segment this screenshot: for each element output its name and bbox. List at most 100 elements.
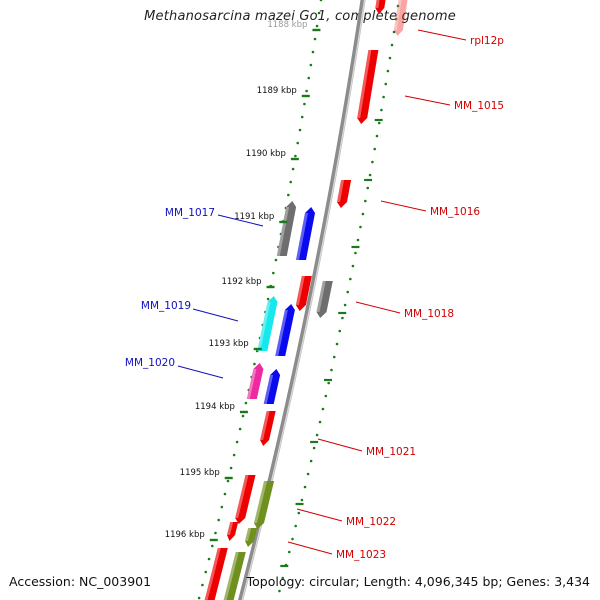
tick-dot xyxy=(373,147,377,151)
tick-dot xyxy=(377,121,381,125)
tick-dot-tracks xyxy=(197,0,400,600)
tick-dot xyxy=(294,524,297,528)
tick-dot xyxy=(201,583,204,587)
tick-label: 1196 kbp xyxy=(165,530,205,540)
gene-arrow-mm1020 xyxy=(246,363,264,399)
tick-dot xyxy=(305,89,308,93)
tick-dot xyxy=(309,63,313,67)
tick-dot xyxy=(394,17,398,21)
label-leader-line xyxy=(355,301,401,314)
tick-dot xyxy=(307,76,311,80)
tick-dot xyxy=(223,492,227,496)
gene-arrow-bottom-b xyxy=(223,552,246,600)
tick-dot xyxy=(274,258,278,262)
tick-label: 1191 kbp xyxy=(234,212,274,222)
tick-dot xyxy=(232,453,236,457)
tick-dot xyxy=(298,128,302,132)
tick-dot xyxy=(309,459,313,463)
tick-dot xyxy=(244,401,248,405)
tick-dot xyxy=(291,167,295,171)
label-leader-line xyxy=(192,308,239,322)
tick-dot xyxy=(384,82,388,86)
label-leader-line xyxy=(317,438,363,452)
accession-text: Accession: NC_003901 xyxy=(9,574,152,589)
tick-dot xyxy=(341,316,344,320)
tick-dot xyxy=(346,290,350,294)
gene-arrow-mm1021 xyxy=(260,411,276,446)
tick-dot xyxy=(359,225,362,229)
gene-label: MM_1020 xyxy=(125,357,175,369)
tick-dot xyxy=(351,264,355,268)
tick-dot xyxy=(388,56,392,60)
gene-arrow-mm1016 xyxy=(337,180,352,208)
gene-arrow-mm1022 xyxy=(235,475,256,524)
tick-label: 1195 kbp xyxy=(180,468,220,478)
label-leader-line xyxy=(380,200,427,212)
tick-label: 1189 kbp xyxy=(257,86,297,96)
tick-dot xyxy=(319,0,323,2)
tick-dot xyxy=(287,550,291,554)
gene-arrow-rpl12p xyxy=(375,0,386,14)
gene-label: MM_1023 xyxy=(336,549,386,561)
tick-dot xyxy=(238,427,242,431)
tick-dot xyxy=(392,30,396,34)
gene-arrow-mm1022-b xyxy=(254,481,275,529)
genome-summary-text: Topology: circular; Length: 4,096,345 bp… xyxy=(246,574,590,589)
tick-dot xyxy=(300,498,304,502)
gene-label: MM_1021 xyxy=(366,446,416,458)
gene-label: MM_1018 xyxy=(404,308,454,320)
tick-dot xyxy=(297,511,301,515)
gene-label: MM_1022 xyxy=(346,516,396,528)
tick-dot xyxy=(338,329,342,333)
tick-dot xyxy=(349,277,352,281)
gene-label: MM_1016 xyxy=(430,206,480,218)
tick-dot xyxy=(217,518,220,522)
label-leader-line xyxy=(287,541,333,555)
tick-dot xyxy=(291,537,294,541)
tick-dot xyxy=(371,160,374,164)
gene-label: MM_1019 xyxy=(141,300,191,312)
map-title: Methanosarcina mazei Go1, complete genom… xyxy=(144,9,456,24)
tick-dot xyxy=(332,355,336,359)
tick-dot xyxy=(335,342,339,346)
tick-dot xyxy=(214,531,217,535)
tick-dot xyxy=(210,544,214,548)
label-leader-line xyxy=(177,365,224,379)
tick-dot xyxy=(321,407,325,411)
tick-dot xyxy=(318,420,322,424)
tick-label: 1194 kbp xyxy=(195,402,235,412)
gene-arrow-bottom-a xyxy=(204,548,228,600)
tick-dot xyxy=(207,557,211,561)
tick-dot xyxy=(235,440,239,444)
tick-label: 1190 kbp xyxy=(246,149,286,159)
tick-dot xyxy=(241,414,245,418)
tick-dot xyxy=(226,479,230,483)
label-leader-line xyxy=(417,29,467,41)
tick-dot xyxy=(289,180,293,184)
tick-dot xyxy=(315,24,319,28)
tick-dot xyxy=(312,446,316,450)
label-leader-line xyxy=(404,95,451,106)
tick-dot xyxy=(356,238,360,242)
gene-arrow-mm1018-a xyxy=(295,276,312,311)
gene-arrow-mm1019 xyxy=(257,296,278,351)
tick-dot xyxy=(303,102,306,106)
tick-dot xyxy=(266,297,270,301)
tick-dot xyxy=(306,472,310,476)
tick-dot xyxy=(197,596,201,600)
gene-arrow-mm1017-gray xyxy=(276,201,297,256)
tick-dot xyxy=(229,466,233,470)
tick-dot xyxy=(390,43,394,47)
tick-dot xyxy=(253,362,256,366)
tick-dot xyxy=(364,199,367,203)
tick-dot xyxy=(294,154,297,158)
tick-dot xyxy=(313,37,317,41)
gene-labels: rpl12p MM_1015 MM_1016 MM_1017 MM_1018 MM_101… xyxy=(125,29,504,561)
gene-arrow-mm1018 xyxy=(316,281,333,318)
tick-dot xyxy=(272,271,275,275)
tick-dot xyxy=(327,381,330,385)
gene-arrow-rpl12p-faded xyxy=(393,0,408,36)
gene-arrow-mm1020-b xyxy=(263,369,281,404)
tick-dot xyxy=(375,134,379,138)
